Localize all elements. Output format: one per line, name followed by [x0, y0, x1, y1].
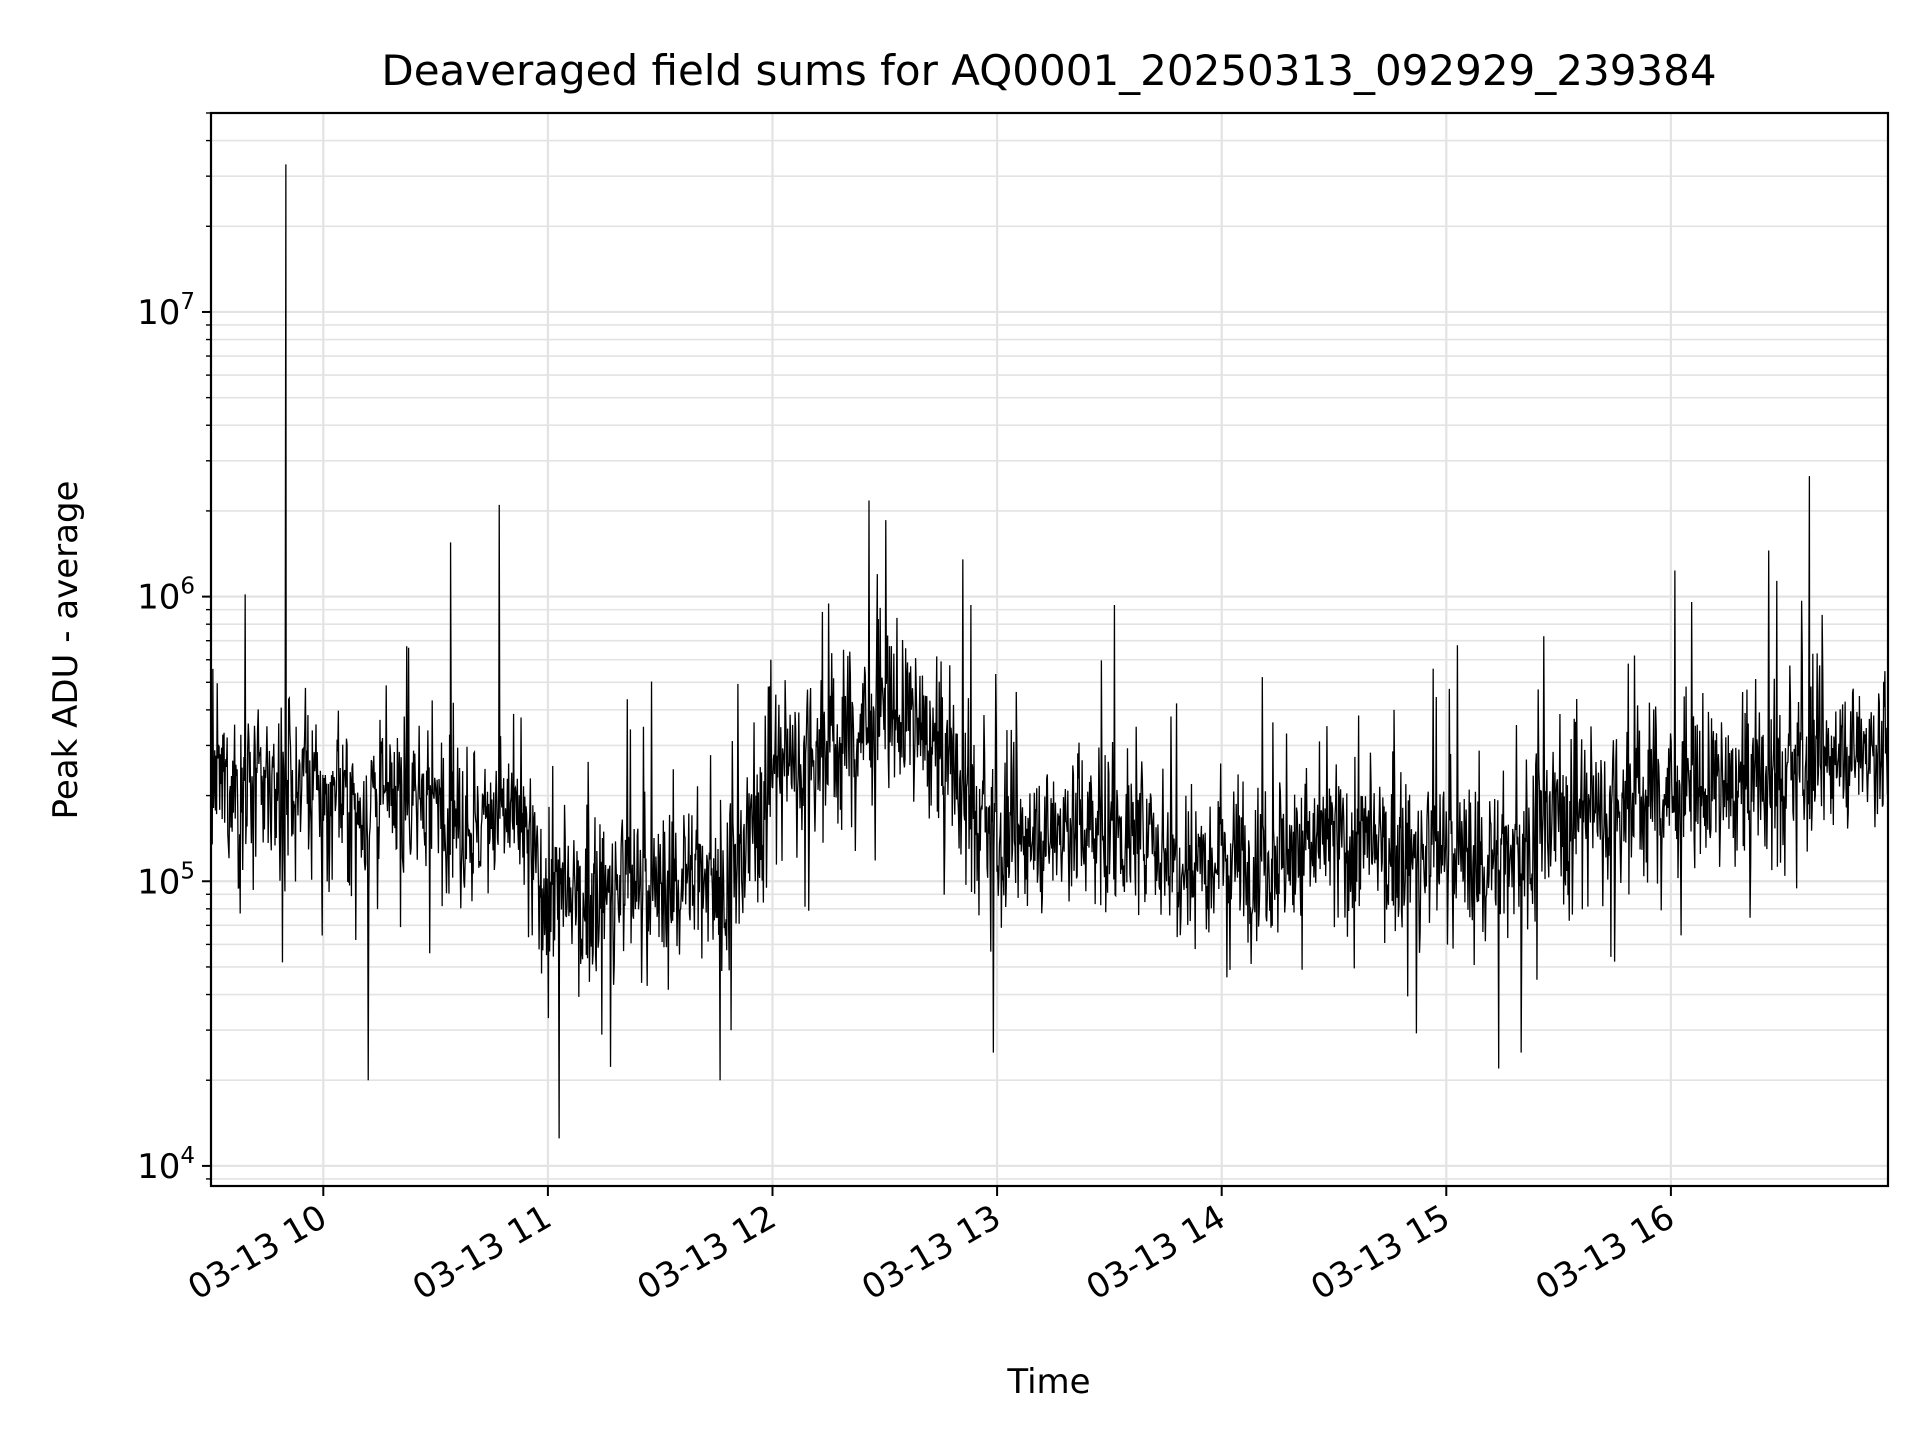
y-tick-label: 106	[137, 574, 195, 618]
y-tick-label: 107	[137, 289, 195, 333]
y-tick-label: 104	[137, 1143, 195, 1187]
series-line	[211, 164, 1888, 1139]
plot-frame	[209, 111, 1890, 1188]
x-axis-label: Time	[1006, 1362, 1090, 1402]
chart-title: Deaveraged field sums for AQ0001_2025031…	[381, 46, 1716, 95]
y-axis-label: Peak ADU - average	[46, 481, 86, 820]
y-tick-label: 105	[137, 858, 195, 902]
